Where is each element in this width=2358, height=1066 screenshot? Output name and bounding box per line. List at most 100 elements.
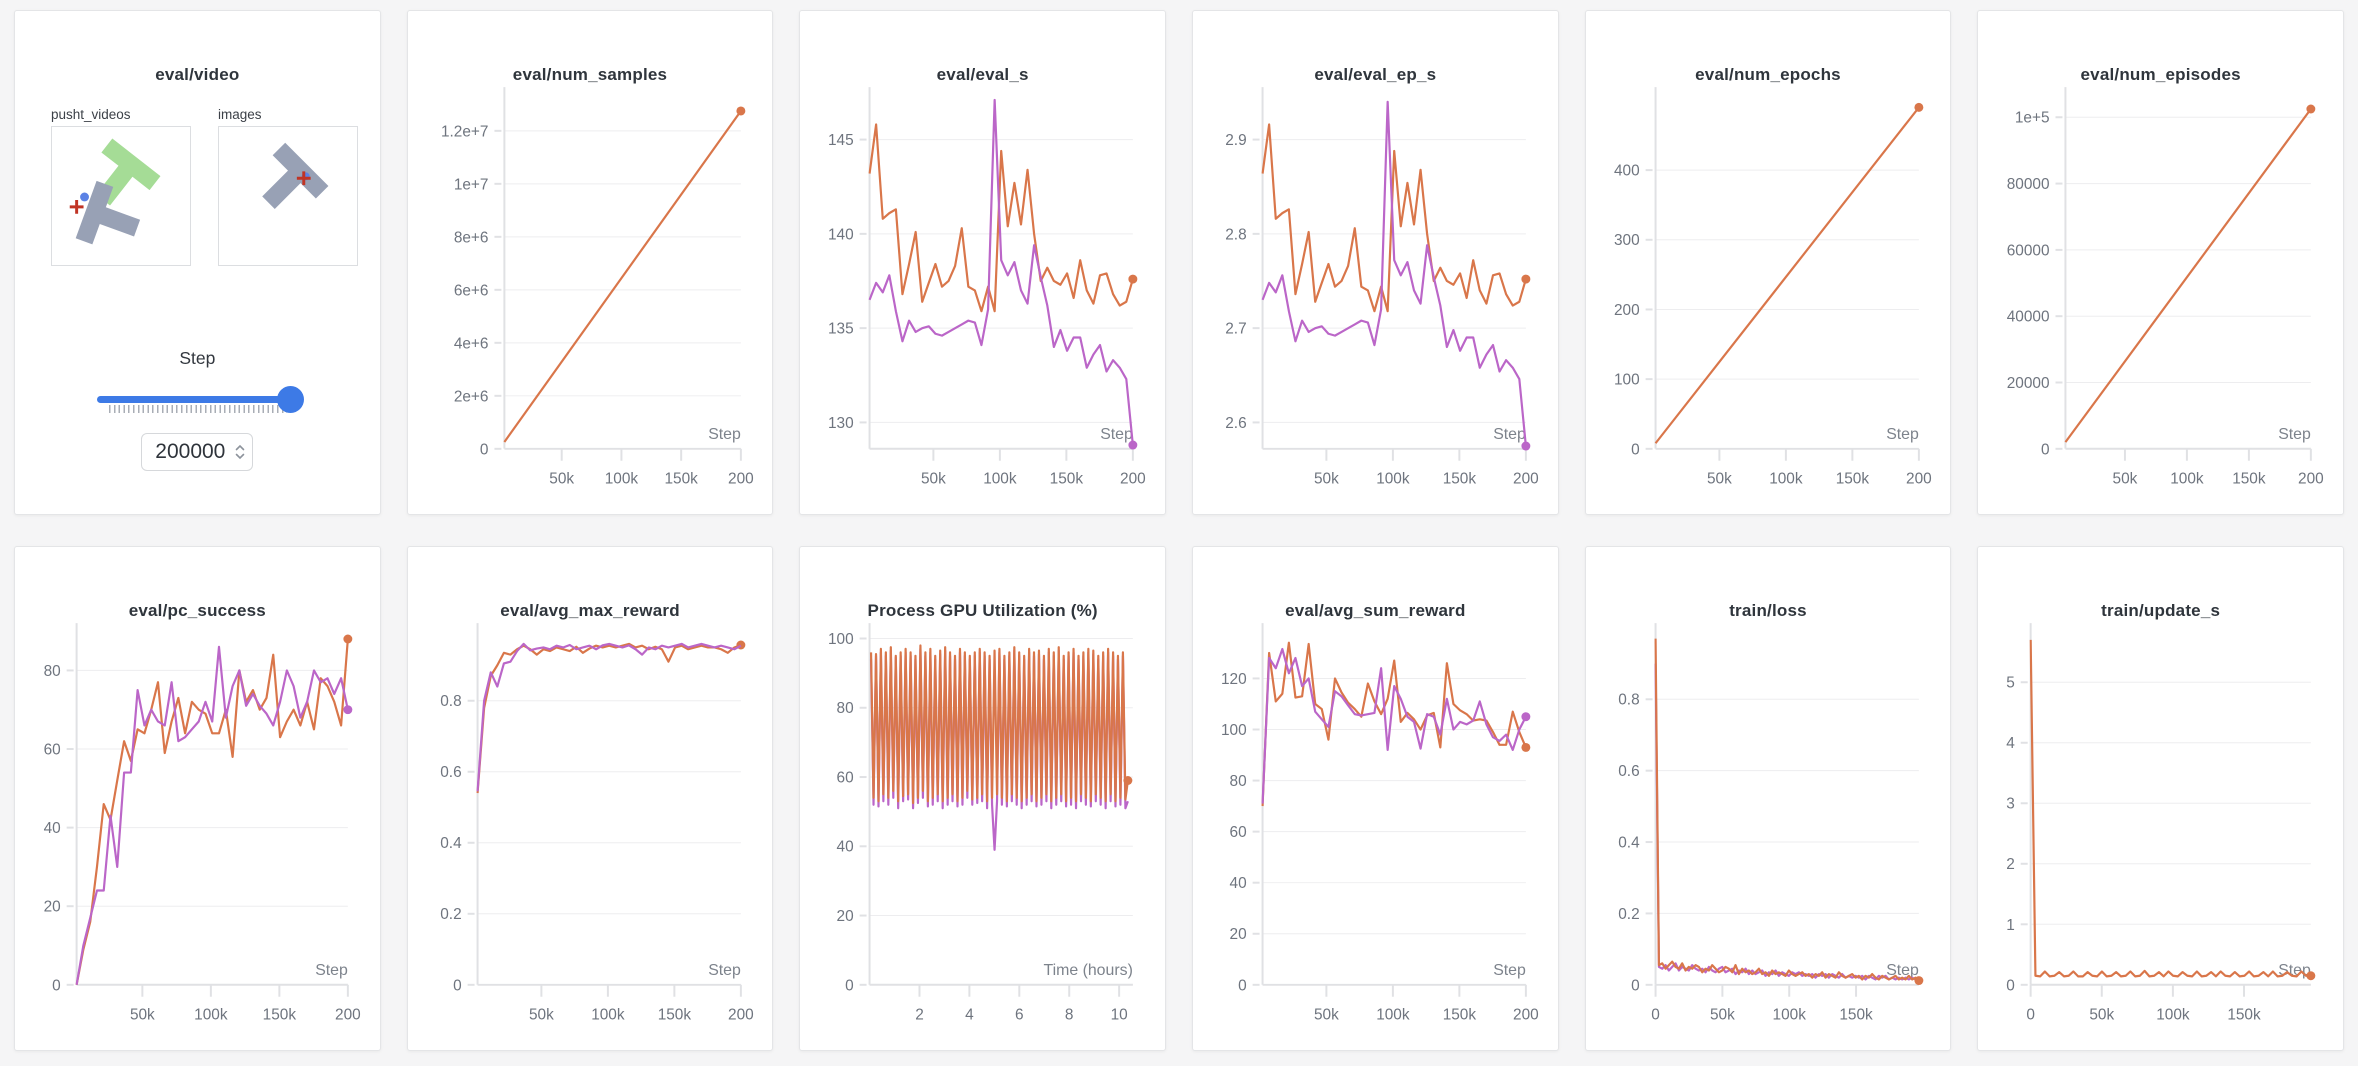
- chart-title-eval-num-episodes: eval/num_episodes: [2080, 65, 2241, 84]
- svg-text:Time (hours): Time (hours): [1044, 962, 1133, 979]
- svg-text:Step: Step: [1493, 962, 1526, 979]
- series-orange-end-dot: [343, 634, 353, 644]
- series-purple-line: [868, 98, 1135, 446]
- chart-eval-eval-ep-s[interactable]: 2.6 2.7 2.8 2.9 50k 100k 150k 200 Step: [1193, 11, 1558, 514]
- svg-text:1e+5: 1e+5: [2015, 110, 2050, 127]
- series-orange-end-dot: [1521, 274, 1531, 284]
- svg-text:1: 1: [2007, 917, 2016, 934]
- slider-thumb[interactable]: [277, 386, 305, 413]
- svg-text:200: 200: [1906, 471, 1932, 488]
- svg-text:0: 0: [2027, 1007, 2036, 1024]
- svg-text:0: 0: [1238, 977, 1247, 994]
- chart-eval-num-episodes[interactable]: 0 20000 40000 60000 80000 1e+5 50k 100k 150k 200 S…: [1978, 11, 2343, 514]
- panel-process-gpu-utilization: Process GPU Utilization (%) 0 20 40 60 80 100 2…: [799, 546, 1166, 1051]
- svg-text:40: 40: [44, 820, 61, 837]
- svg-text:100k: 100k: [1376, 1007, 1410, 1024]
- svg-text:0: 0: [1631, 977, 1640, 994]
- svg-text:200: 200: [1513, 1007, 1539, 1024]
- svg-text:150k: 150k: [1050, 471, 1084, 488]
- svg-text:50k: 50k: [1314, 471, 1339, 488]
- svg-text:100k: 100k: [984, 471, 1018, 488]
- svg-text:6: 6: [1015, 1007, 1024, 1024]
- series-orange-line: [476, 642, 741, 794]
- series-orange-end-dot: [1128, 274, 1138, 284]
- svg-text:50k: 50k: [2090, 1007, 2115, 1024]
- svg-text:2.6: 2.6: [1225, 415, 1246, 432]
- chart-title-process-gpu-utilization: Process GPU Utilization (%): [867, 601, 1098, 620]
- images-thumbnail[interactable]: [218, 126, 358, 266]
- series-purple-line: [75, 645, 349, 985]
- chart-train-loss[interactable]: 0 0.2 0.4 0.6 0.8 0 50k 100k 150k Step: [1586, 547, 1951, 1050]
- chevron-up-icon[interactable]: [235, 444, 245, 451]
- chart-eval-avg-sum-reward[interactable]: 0 20 40 60 80 100 120 50k 100k 150k 200 Step: [1193, 547, 1558, 1050]
- panel-eval-num-epochs: eval/num_epochs 0 100 200 300 400 50k 100k 150k 2…: [1584, 10, 1952, 515]
- svg-text:150k: 150k: [2233, 471, 2267, 488]
- svg-text:200: 200: [728, 471, 754, 488]
- svg-text:100: 100: [1614, 372, 1640, 389]
- chart-train-update-s[interactable]: 0 1 2 3 4 5 0 50k 100k 150k Step: [1978, 547, 2343, 1050]
- goal-cross-icon: [296, 171, 311, 186]
- chart-eval-eval-s[interactable]: 130 135 140 145 50k 100k 150k 200 Step: [800, 11, 1165, 514]
- series-orange-line: [2064, 108, 2313, 443]
- svg-text:100k: 100k: [194, 1007, 228, 1024]
- svg-text:60000: 60000: [2007, 242, 2050, 259]
- svg-text:0: 0: [480, 441, 489, 458]
- svg-text:8e+6: 8e+6: [453, 229, 488, 246]
- media-pusht-videos: pusht_videos: [51, 107, 191, 266]
- svg-text:20000: 20000: [2007, 375, 2050, 392]
- media-label-images: images: [218, 107, 262, 122]
- svg-text:2: 2: [2007, 856, 2016, 873]
- svg-text:100: 100: [828, 631, 854, 648]
- svg-text:100k: 100k: [2171, 471, 2205, 488]
- step-input[interactable]: [141, 433, 254, 471]
- series-purple-end-dot: [1521, 441, 1531, 451]
- pusht-scene-image: [69, 138, 161, 245]
- svg-text:300: 300: [1614, 232, 1640, 249]
- stepper-arrows[interactable]: [235, 444, 245, 460]
- svg-text:Step: Step: [1886, 962, 1919, 979]
- pusht-scene-image-2: [262, 142, 329, 209]
- svg-text:40: 40: [1230, 875, 1247, 892]
- svg-text:0: 0: [2041, 441, 2050, 458]
- pusht-video-thumbnail[interactable]: [51, 126, 191, 266]
- chart-eval-avg-max-reward[interactable]: 0 0.2 0.4 0.6 0.8 50k 100k 150k 200 Step: [408, 547, 773, 1050]
- step-slider[interactable]: [97, 386, 305, 417]
- svg-text:5: 5: [2007, 675, 2016, 692]
- media-label-pusht-videos: pusht_videos: [51, 107, 131, 122]
- svg-text:150k: 150k: [263, 1007, 297, 1024]
- series-orange-end-dot: [1521, 742, 1531, 752]
- chart-eval-num-epochs[interactable]: 0 100 200 300 400 50k 100k 150k 200 Step: [1586, 11, 1951, 514]
- panel-eval-eval-s: eval/eval_s 130 135 140 145 50k 100k 150k 200 Ste…: [799, 10, 1166, 515]
- svg-text:Step: Step: [708, 426, 741, 443]
- svg-text:1.2e+7: 1.2e+7: [441, 123, 489, 140]
- svg-text:150k: 150k: [1443, 1007, 1477, 1024]
- svg-text:4: 4: [965, 1007, 974, 1024]
- svg-text:100k: 100k: [1376, 471, 1410, 488]
- svg-text:80: 80: [837, 700, 854, 717]
- svg-text:50k: 50k: [2113, 471, 2138, 488]
- svg-text:50k: 50k: [921, 471, 946, 488]
- svg-text:400: 400: [1614, 163, 1640, 180]
- chart-eval-pc-success[interactable]: 0 20 40 60 80 50k 100k 150k 200 Step: [15, 547, 380, 1050]
- chart-title-eval-eval-ep-s: eval/eval_ep_s: [1314, 65, 1437, 84]
- svg-text:10: 10: [1111, 1007, 1128, 1024]
- video-panel-title: eval/video: [155, 65, 240, 84]
- series-orange-end-dot: [1914, 102, 1924, 112]
- svg-text:2.9: 2.9: [1225, 132, 1246, 149]
- chart-title-eval-num-samples: eval/num_samples: [512, 65, 668, 84]
- chevron-down-icon[interactable]: [235, 453, 245, 460]
- svg-text:0.6: 0.6: [1618, 763, 1639, 780]
- slider-ruler-ticks: [109, 405, 288, 413]
- svg-text:50k: 50k: [130, 1007, 155, 1024]
- svg-text:Step: Step: [315, 962, 348, 979]
- slider-track[interactable]: [97, 396, 298, 403]
- chart-eval-num-samples[interactable]: 0 2e+6 4e+6 6e+6 8e+6 1e+7 1.2e+7 50k 100k 150k 20…: [408, 11, 773, 514]
- svg-text:0: 0: [1651, 1007, 1660, 1024]
- chart-process-gpu-utilization[interactable]: 0 20 40 60 80 100 2 4 6 8 10 Time (hours): [800, 547, 1165, 1050]
- svg-text:1e+7: 1e+7: [453, 176, 488, 193]
- series-orange-line: [1654, 638, 1920, 982]
- series-purple-line: [1261, 647, 1527, 804]
- svg-text:2.8: 2.8: [1225, 226, 1246, 243]
- series-orange-end-dot: [2306, 104, 2316, 114]
- svg-text:120: 120: [1221, 671, 1247, 688]
